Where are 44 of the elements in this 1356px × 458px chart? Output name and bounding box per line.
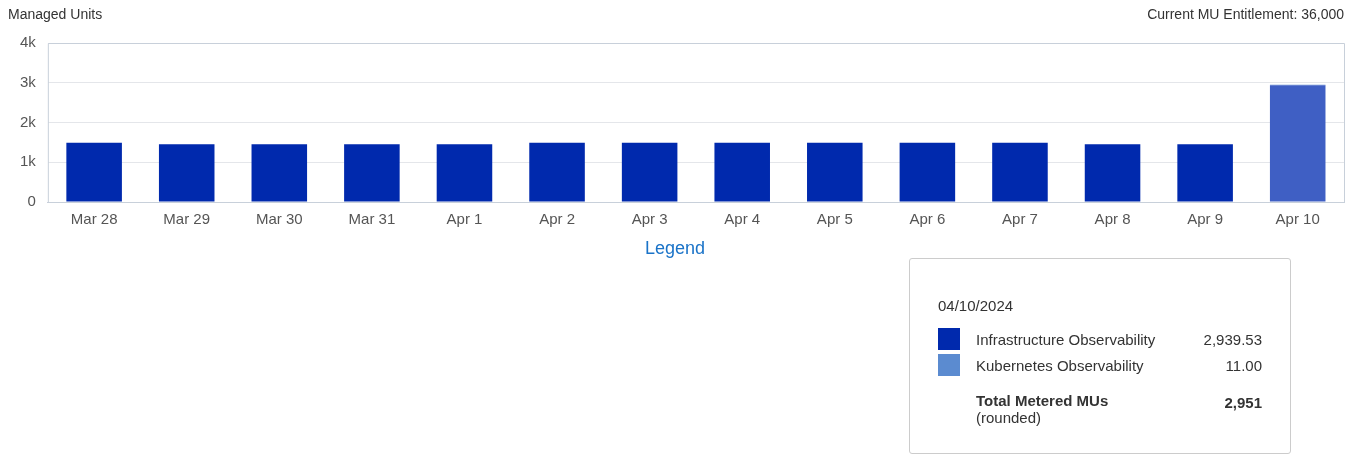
bar (807, 142, 863, 202)
bar (992, 142, 1048, 202)
text: 04/10/2024 (938, 297, 1015, 314)
bar (1084, 144, 1141, 202)
x-tick-label: Apr 4 (724, 210, 761, 228)
x-tick-label: Apr 9 (1187, 210, 1224, 228)
legend-title: Legend (643, 238, 707, 259)
bar (436, 144, 493, 202)
x-tick-label: Mar 28 (70, 210, 118, 228)
y-tick-label: 4k (20, 33, 37, 51)
x-tick-label: Apr 8 (1094, 210, 1131, 228)
y-axis-title: Managed Units (8, 6, 103, 22)
legend-label: Kubernetes Observability (976, 356, 1145, 374)
text: (rounded) (976, 409, 1043, 426)
y-tick-label: 2k (20, 112, 37, 130)
x-tick-label: Apr 1 (446, 210, 483, 228)
bar (66, 142, 122, 202)
bar (1177, 144, 1233, 202)
x-tick-label: Apr 6 (909, 210, 946, 228)
bar (621, 142, 678, 202)
bar (1269, 85, 1326, 202)
text: 2,939.53 (1203, 330, 1262, 348)
x-tick-label: Apr 2 (539, 210, 575, 228)
x-tick-label: Apr 5 (816, 210, 853, 228)
bar (344, 144, 400, 202)
bar (158, 144, 215, 202)
x-tick-label: Mar 31 (348, 210, 396, 228)
y-tick-label: 1k (20, 152, 37, 170)
y-tick-label: 0 (27, 192, 36, 210)
bar (714, 142, 770, 202)
x-tick-label: Apr 3 (631, 210, 668, 228)
y-tick-label: 3k (20, 72, 37, 90)
legend-label: Infrastructure Observability (976, 330, 1157, 348)
x-tick-label: Mar 29 (163, 210, 211, 228)
text: Total Metered MUs (976, 392, 1110, 409)
x-tick-label: Mar 30 (255, 210, 303, 228)
bar (899, 142, 956, 202)
x-tick-label: Apr 10 (1275, 210, 1320, 228)
text: 2,951 (1224, 393, 1262, 411)
bar (251, 144, 308, 202)
chart-subtitle: Current MU Entitlement: 36,000 (1147, 6, 1344, 22)
bar (529, 142, 585, 202)
x-tick-label: Apr 7 (1002, 210, 1038, 228)
text: 11.00 (1225, 356, 1262, 374)
